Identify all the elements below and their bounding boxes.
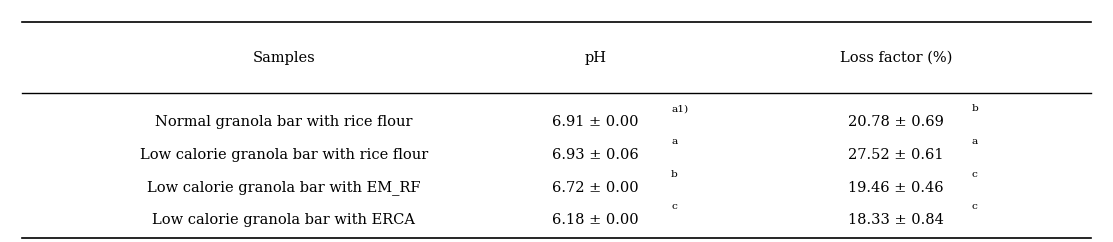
- Text: a: a: [671, 137, 678, 146]
- Text: Low calorie granola bar with EM_RF: Low calorie granola bar with EM_RF: [147, 180, 421, 195]
- Text: 20.78 ± 0.69: 20.78 ± 0.69: [848, 115, 944, 129]
- Text: 27.52 ± 0.61: 27.52 ± 0.61: [848, 148, 944, 162]
- Text: 6.91 ± 0.00: 6.91 ± 0.00: [552, 115, 639, 129]
- Text: pH: pH: [584, 51, 607, 65]
- Text: 6.93 ± 0.06: 6.93 ± 0.06: [552, 148, 639, 162]
- Text: c: c: [972, 170, 977, 179]
- Text: Low calorie granola bar with ERCA: Low calorie granola bar with ERCA: [152, 213, 415, 227]
- Text: Low calorie granola bar with rice flour: Low calorie granola bar with rice flour: [140, 148, 427, 162]
- Text: 19.46 ± 0.46: 19.46 ± 0.46: [848, 181, 944, 195]
- Text: Normal granola bar with rice flour: Normal granola bar with rice flour: [155, 115, 413, 129]
- Text: c: c: [972, 202, 977, 212]
- Text: 6.18 ± 0.00: 6.18 ± 0.00: [552, 213, 639, 227]
- Text: 6.72 ± 0.00: 6.72 ± 0.00: [552, 181, 639, 195]
- Text: a: a: [972, 137, 978, 146]
- Text: Samples: Samples: [253, 51, 315, 65]
- Text: 18.33 ± 0.84: 18.33 ± 0.84: [848, 213, 944, 227]
- Text: Loss factor (%): Loss factor (%): [840, 51, 952, 65]
- Text: b: b: [671, 170, 678, 179]
- Text: c: c: [671, 202, 677, 212]
- Text: b: b: [972, 104, 978, 113]
- Text: a1): a1): [671, 104, 688, 113]
